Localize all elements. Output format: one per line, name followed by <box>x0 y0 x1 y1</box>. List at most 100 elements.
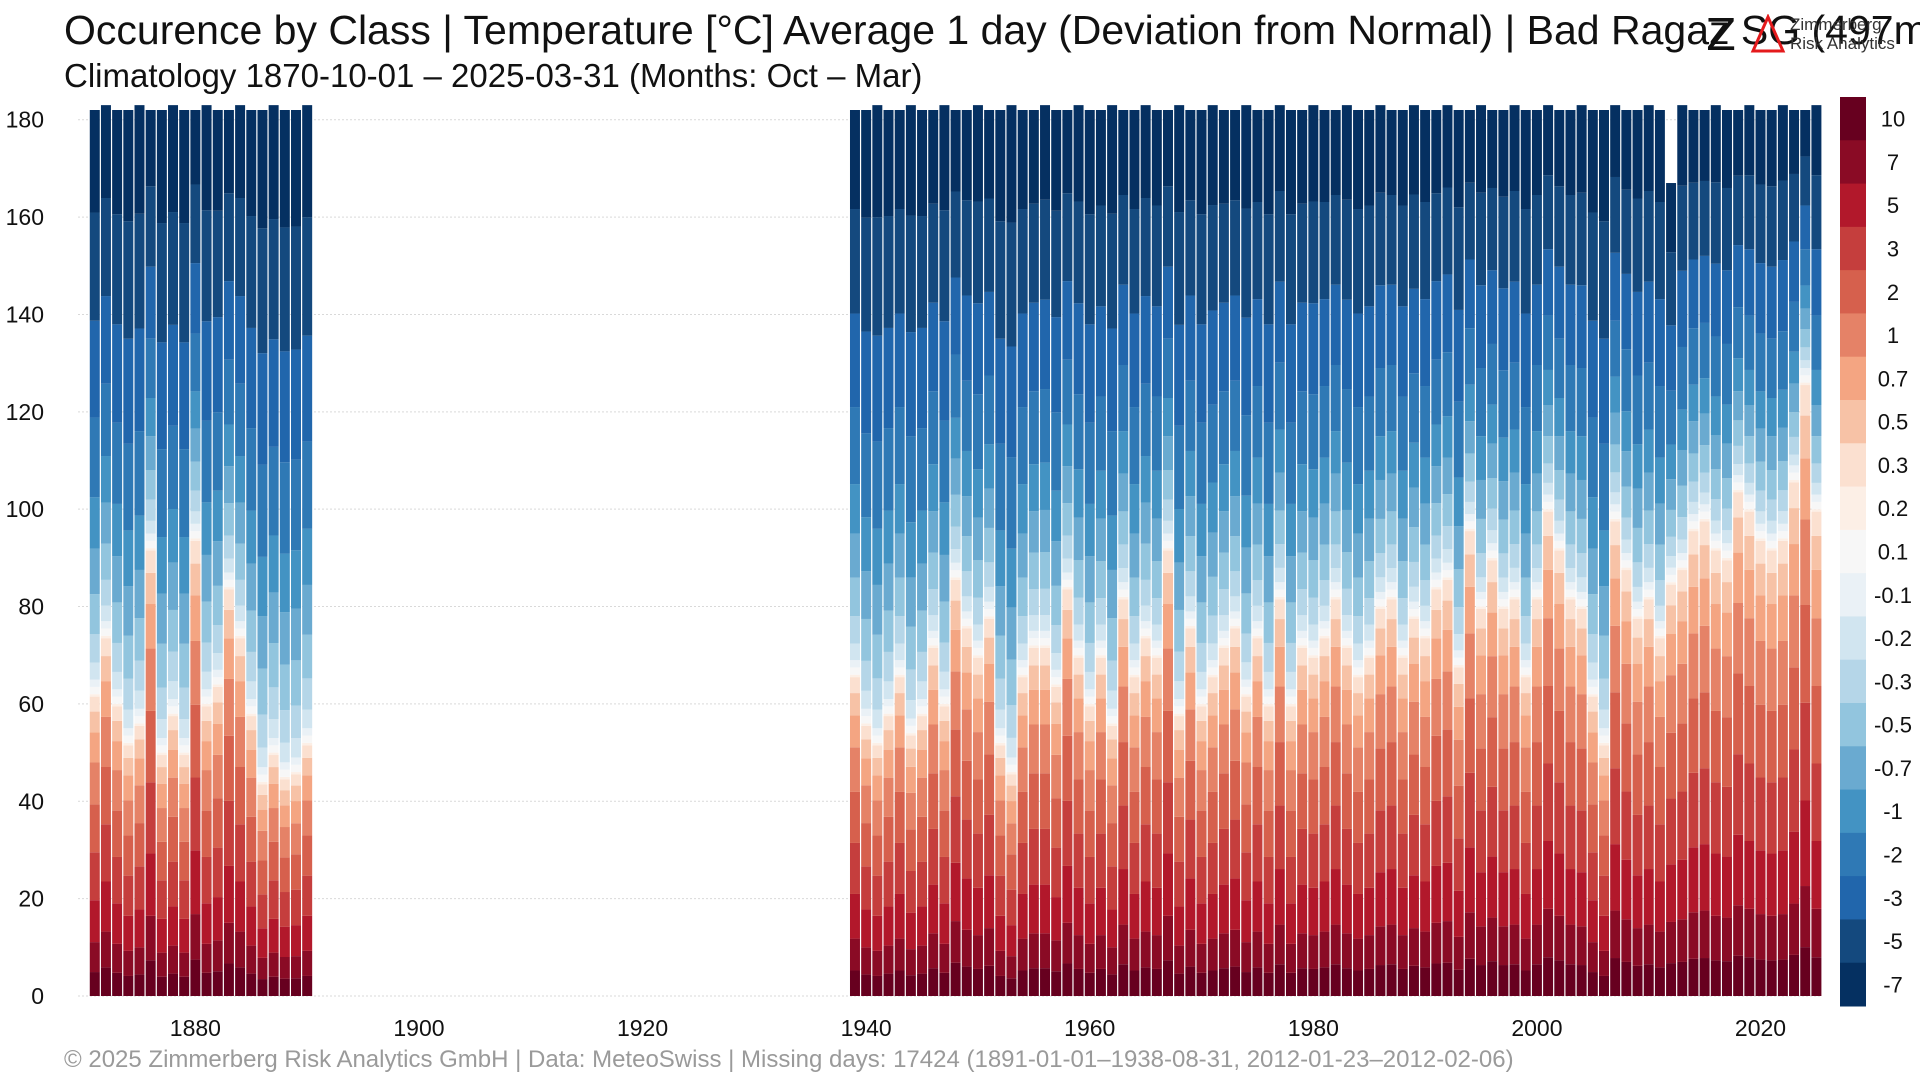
x-tick-label: 1920 <box>617 1015 668 1040</box>
bar-segment <box>1733 602 1744 674</box>
bar-1969 <box>1185 110 1196 996</box>
bar-segment <box>1789 667 1800 750</box>
bar-segment <box>134 569 145 619</box>
bar-segment <box>134 823 145 867</box>
bar-segment <box>1062 735 1073 801</box>
bar-segment <box>1643 472 1654 511</box>
bar-segment <box>134 708 145 717</box>
bar-segment <box>302 742 313 746</box>
bar-segment <box>201 720 212 742</box>
bar-segment <box>1487 786 1498 857</box>
bar-segment <box>1800 385 1811 416</box>
bar-segment <box>1084 642 1095 672</box>
bar-segment <box>223 587 234 590</box>
bar-segment <box>1453 110 1464 208</box>
bar-segment <box>928 302 939 392</box>
bar-segment <box>1230 295 1241 381</box>
legend-swatch <box>1840 270 1866 314</box>
bar-segment <box>1520 970 1531 996</box>
bar-segment <box>1431 503 1442 536</box>
bar-1991 <box>1431 110 1442 996</box>
legend-label: -5 <box>1883 929 1903 954</box>
bar-segment <box>1107 431 1118 516</box>
bar-segment <box>1386 110 1397 195</box>
bar-segment <box>1654 638 1665 657</box>
bar-segment <box>1543 908 1554 958</box>
bar-segment <box>1364 624 1375 641</box>
bar-segment <box>950 458 961 495</box>
bar-1979 <box>1297 110 1308 996</box>
bar-segment <box>1431 922 1442 964</box>
bar-segment <box>1632 814 1643 876</box>
bar-segment <box>268 808 279 842</box>
bar-segment <box>1006 801 1017 824</box>
bar-segment <box>1710 105 1721 183</box>
bar-segment <box>1800 458 1811 520</box>
bar-segment <box>1710 853 1721 916</box>
bar-segment <box>950 962 961 996</box>
bar-segment <box>1487 557 1498 561</box>
legend-label: -3 <box>1883 886 1903 911</box>
bar-2023 <box>1789 110 1800 996</box>
bar-segment <box>156 537 167 594</box>
bar-segment <box>1610 578 1621 626</box>
bar-segment <box>1632 608 1643 617</box>
bar-segment <box>1733 482 1744 490</box>
bar-segment <box>995 800 1006 836</box>
bar-segment <box>1207 310 1218 405</box>
bar-segment <box>1587 696 1598 712</box>
bar-segment <box>1666 798 1677 865</box>
bar-segment <box>849 313 860 408</box>
bar-segment <box>1028 645 1039 648</box>
bar-segment <box>1498 694 1509 749</box>
bar-segment <box>1621 791 1632 860</box>
bar-segment <box>1710 915 1721 961</box>
bar-segment <box>89 417 100 498</box>
bar-segment <box>302 634 313 679</box>
bar-segment <box>1129 643 1140 661</box>
bar-segment <box>1755 391 1766 429</box>
bar-segment <box>1811 908 1822 958</box>
bar-segment <box>246 777 257 817</box>
bar-segment <box>1285 324 1296 423</box>
bar-segment <box>123 915 134 951</box>
bar-segment <box>156 976 167 996</box>
bar-segment <box>112 324 123 423</box>
bar-segment <box>1364 935 1375 969</box>
bar-segment <box>849 938 860 971</box>
bar-segment <box>894 970 905 996</box>
bar-segment <box>1364 306 1375 397</box>
bar-segment <box>1263 810 1274 857</box>
bar-segment <box>1442 105 1453 188</box>
bar-segment <box>112 671 123 690</box>
bar-segment <box>1252 621 1263 629</box>
bar-segment <box>1207 667 1218 675</box>
bar-segment <box>861 110 872 218</box>
bar-segment <box>1688 847 1699 913</box>
bar-segment <box>279 110 290 228</box>
bar-segment <box>268 880 279 919</box>
bar-segment <box>212 971 223 996</box>
footer-credits: © 2025 Zimmerberg Risk Analytics GmbH | … <box>64 1046 1514 1073</box>
bar-segment <box>1397 396 1408 471</box>
bar-segment <box>1498 481 1509 520</box>
legend-swatch <box>1840 226 1866 271</box>
bar-segment <box>1006 772 1017 775</box>
bar-segment <box>928 968 939 996</box>
bar-segment <box>1408 561 1419 587</box>
bar-segment <box>1163 110 1173 187</box>
bar-segment <box>1017 407 1028 485</box>
bar-segment <box>1151 779 1162 834</box>
bar-segment <box>1118 742 1129 806</box>
bar-segment <box>1274 544 1285 568</box>
bar-segment <box>1766 540 1777 549</box>
bar-segment <box>1565 599 1576 620</box>
bar-segment <box>1118 473 1129 512</box>
bar-segment <box>1677 517 1688 540</box>
bar-segment <box>212 585 223 626</box>
bar-segment <box>1375 810 1386 873</box>
bar-segment <box>872 875 883 916</box>
bar-segment <box>89 548 100 595</box>
bar-segment <box>1062 678 1073 736</box>
bar-segment <box>1017 533 1028 578</box>
